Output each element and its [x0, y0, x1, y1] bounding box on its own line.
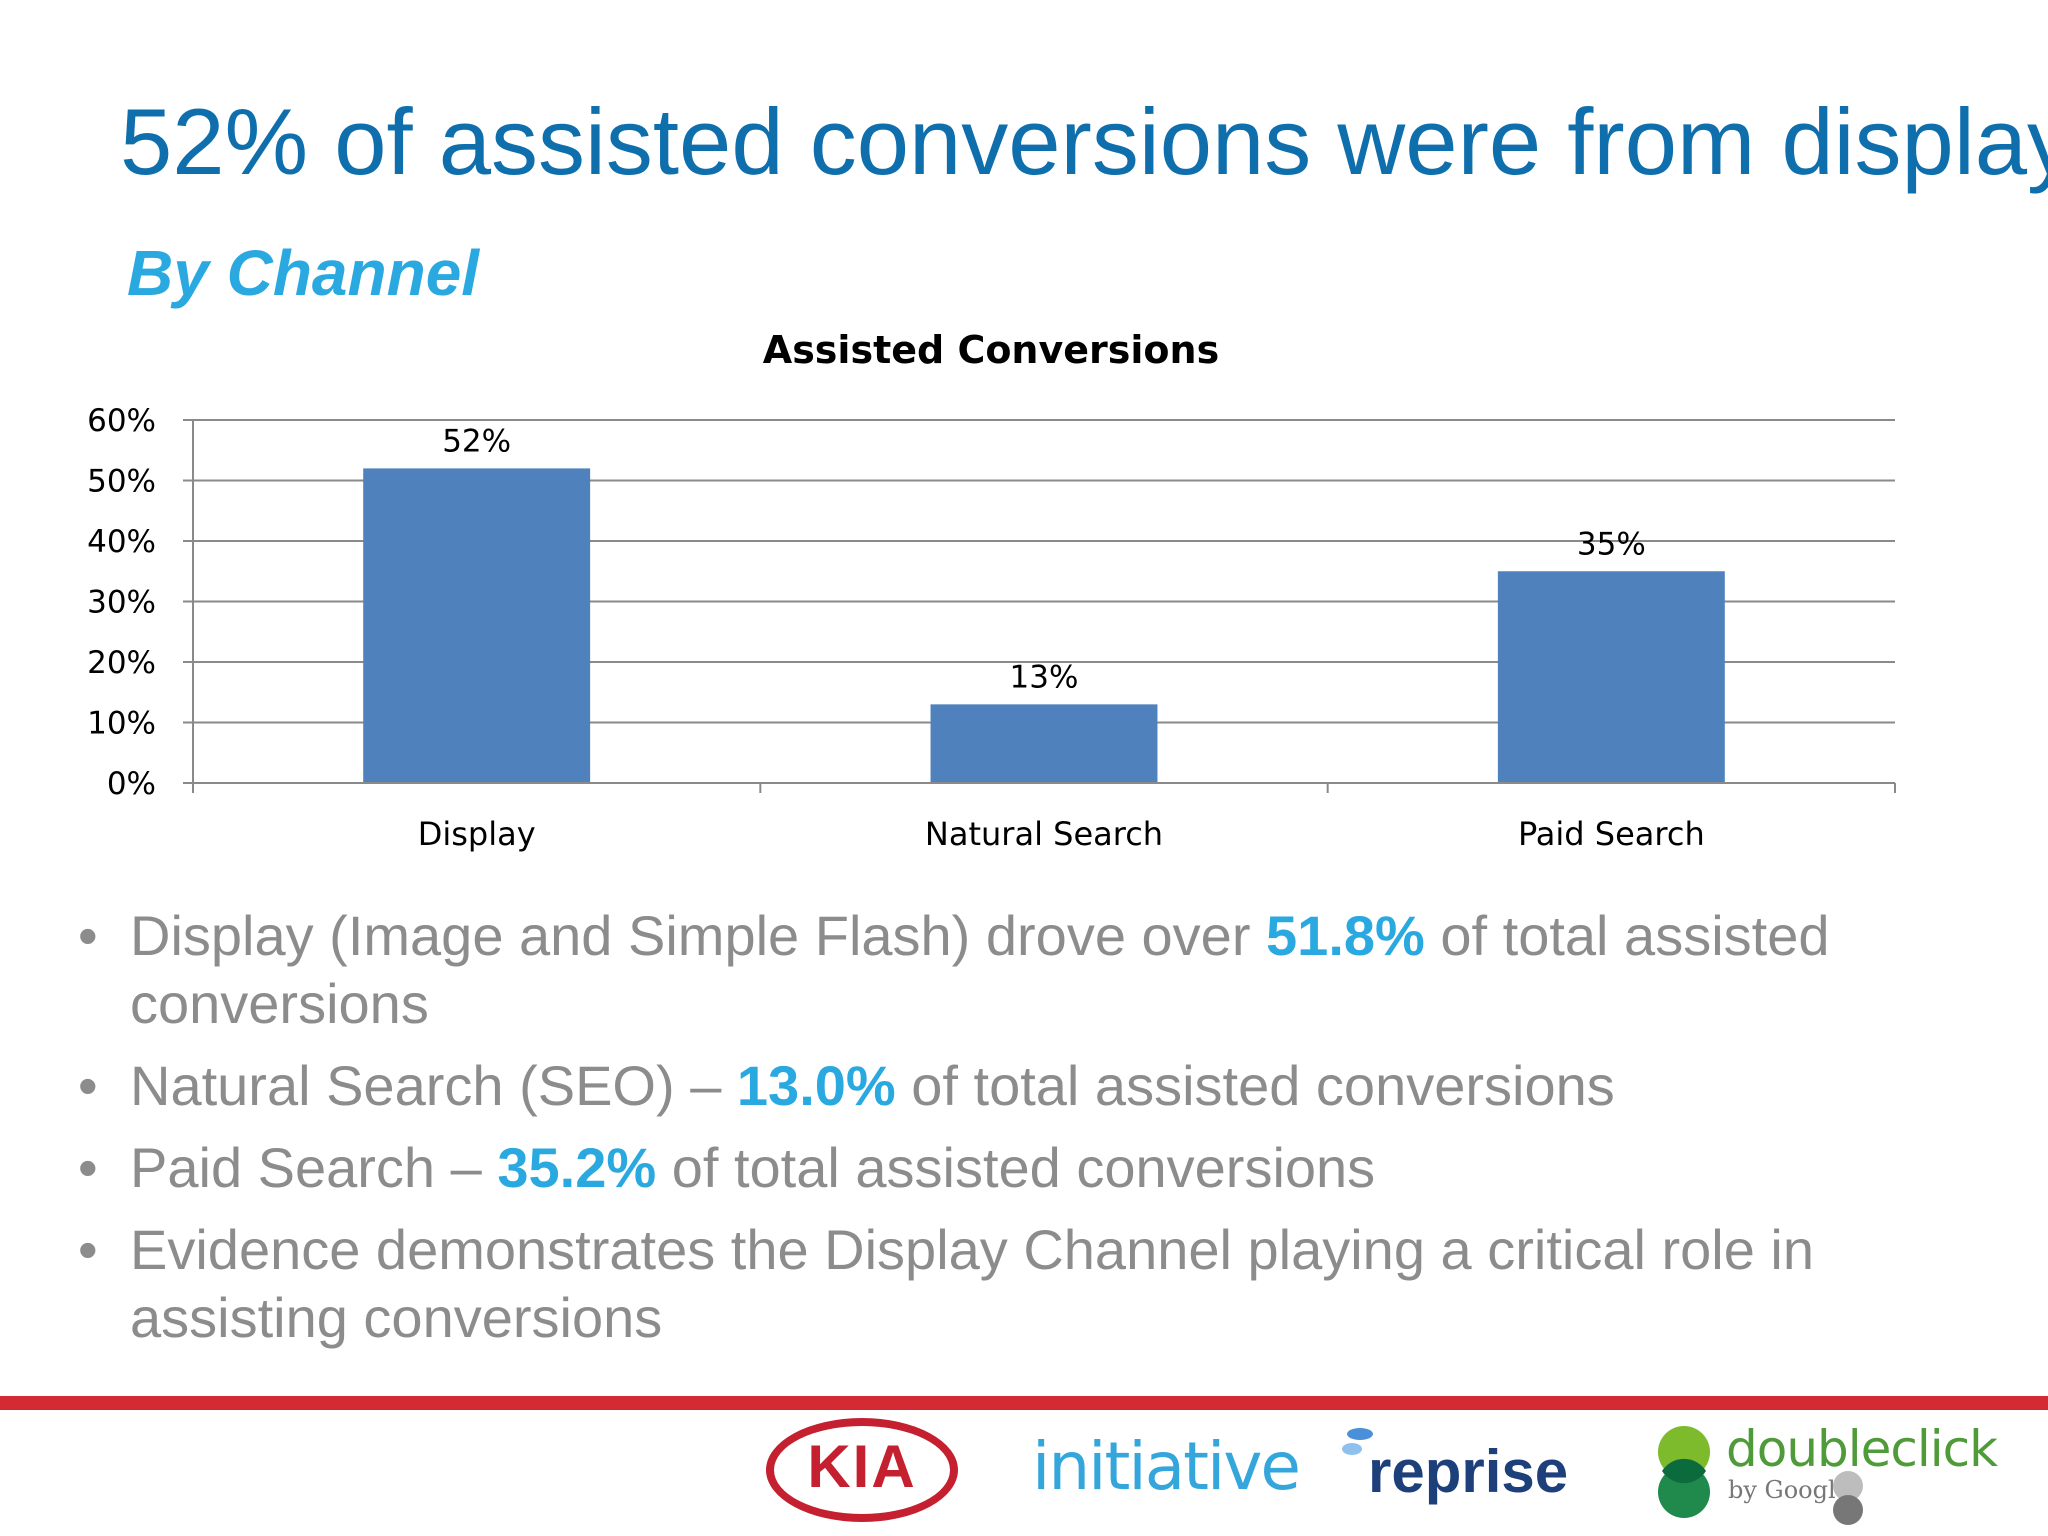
footer-rule [0, 1396, 2048, 1410]
category-label: Paid Search [1518, 815, 1705, 853]
google-dots-icon [1833, 1471, 1863, 1525]
bullet-text: Evidence demonstrates the Display Channe… [130, 1218, 1814, 1349]
bullet-text-tail: of total assisted conversions [895, 1054, 1615, 1117]
bullet-item-evidence: • Evidence demonstrates the Display Chan… [70, 1216, 1970, 1352]
doubleclick-subtitle: by Google [1728, 1476, 1850, 1504]
slide-subtitle: By Channel [127, 237, 480, 309]
bar-display [363, 468, 591, 783]
kia-logo-text: KIA [807, 1433, 917, 1500]
data-label: 35% [1577, 526, 1646, 562]
data-label: 13% [1010, 659, 1079, 695]
bar-paid-search [1497, 571, 1725, 783]
y-tick-label: 60% [87, 403, 156, 439]
bullet-highlight: 13.0% [736, 1054, 896, 1117]
bullet-text: Display (Image and Simple Flash) drove o… [130, 904, 1267, 967]
bar-natural-search [930, 704, 1158, 783]
y-tick-label: 0% [107, 766, 156, 802]
labels: 0% 10% 20% 30% 40% 50% 60% 52% Display 13% Natural… [87, 403, 1705, 853]
initiative-logo: initiative [1032, 1428, 1301, 1505]
kia-oval [766, 1418, 958, 1522]
reprise-logo-text: reprise [1368, 1438, 1569, 1505]
bullet-text: Paid Search – [130, 1136, 498, 1199]
y-tick-label: 10% [87, 706, 156, 742]
bullet-marker: • [78, 1054, 98, 1117]
doubleclick-logo-text: doubleclick [1726, 1420, 1998, 1478]
bullet-item-natural-search: • Natural Search (SEO) – 13.0% of total … [70, 1052, 1970, 1120]
bullet-text-tail: of total assisted conversions [656, 1136, 1376, 1199]
chart-title: Assisted Conversions [763, 328, 1219, 372]
y-tick-label: 50% [87, 464, 156, 500]
bullet-item-display: • Display (Image and Simple Flash) drove… [70, 902, 1970, 1038]
axes [183, 419, 1896, 793]
data-label: 52% [442, 423, 511, 459]
bullet-highlight: 51.8% [1266, 904, 1425, 967]
bullet-text: Natural Search (SEO) – [130, 1054, 737, 1117]
category-label: Display [418, 815, 536, 853]
y-tick-label: 30% [87, 585, 156, 621]
y-tick-label: 20% [87, 645, 156, 681]
slide-title: 52% of assisted conversions were from di… [120, 89, 2048, 194]
bullet-marker: • [78, 1136, 98, 1199]
bullet-marker: • [78, 904, 98, 967]
bars [363, 468, 1725, 783]
doubleclick-logo: doubleclick by Google [1654, 1418, 1998, 1528]
y-tick-label: 40% [87, 524, 156, 560]
category-label: Natural Search [925, 815, 1163, 853]
doubleclick-dots-icon [1658, 1426, 1710, 1518]
kia-logo: KIA [766, 1418, 958, 1522]
bullet-list: • Display (Image and Simple Flash) drove… [70, 902, 1970, 1366]
bullet-item-paid-search: • Paid Search – 35.2% of total assisted … [70, 1134, 1970, 1202]
bullet-text-tail: of total assisted conversions [130, 904, 1830, 1035]
bullet-marker: • [78, 1218, 98, 1281]
bullet-highlight: 35.2% [497, 1136, 657, 1199]
reprise-mark-icon [1342, 1428, 1373, 1455]
assisted-conversions-chart: Assisted Conversions 0% 10% 20% 30% 40% 50% 60… [87, 328, 1896, 853]
